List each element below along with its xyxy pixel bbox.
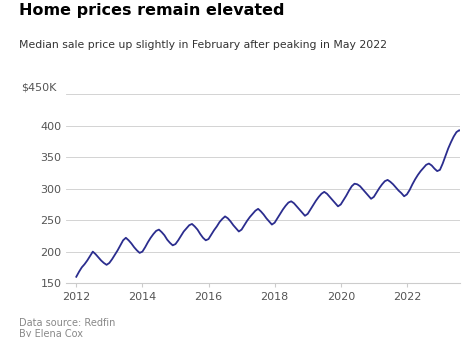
Text: Home prices remain elevated: Home prices remain elevated bbox=[19, 3, 284, 19]
Text: Data source: Redfin: Data source: Redfin bbox=[19, 318, 115, 329]
Text: Median sale price up slightly in February after peaking in May 2022: Median sale price up slightly in Februar… bbox=[19, 40, 387, 51]
Text: $450K: $450K bbox=[21, 83, 56, 92]
Text: By Elena Cox: By Elena Cox bbox=[19, 329, 83, 337]
